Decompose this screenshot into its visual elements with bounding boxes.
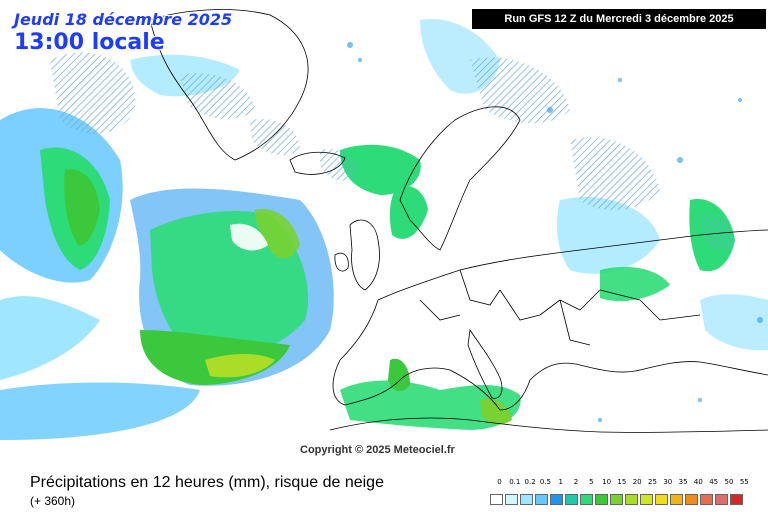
- legend-swatch: [685, 494, 698, 505]
- precipitation-speckles: [347, 42, 763, 422]
- legend-label: 0.2: [524, 478, 536, 486]
- legend-label: 40: [693, 478, 703, 486]
- legend-swatch: [535, 494, 548, 505]
- legend-swatch: [550, 494, 563, 505]
- legend-swatch: [670, 494, 683, 505]
- legend-swatch: [730, 494, 743, 505]
- legend-swatch: [625, 494, 638, 505]
- legend-label: 20: [632, 478, 642, 486]
- snow-risk-layer: [50, 52, 735, 251]
- precipitation-legend: 0 0.1 0.2 0.5 1 2 5 10 15 20 25 30 35 40 45 50 55: [490, 478, 752, 508]
- legend-label: 45: [709, 478, 719, 486]
- legend-label: 50: [724, 478, 734, 486]
- legend-swatch: [610, 494, 623, 505]
- run-info-banner: Run GFS 12 Z du Mercredi 3 décembre 2025: [472, 9, 766, 29]
- legend-label: 55: [739, 478, 749, 486]
- legend-label: 25: [648, 478, 657, 486]
- forecast-time: 13:00 locale: [14, 30, 165, 55]
- legend-labels: 0 0.1 0.2 0.5 1 2 5 10 15 20 25 30 35 40 45 50 55: [490, 478, 752, 490]
- legend-label: 0.1: [509, 478, 521, 486]
- legend-swatch: [715, 494, 728, 505]
- legend-swatch: [520, 494, 533, 505]
- legend-label: 5: [589, 478, 594, 486]
- legend-swatch: [580, 494, 593, 505]
- legend-swatch: [595, 494, 608, 505]
- legend-label: 30: [663, 478, 673, 486]
- copyright-notice: Copyright © 2025 Meteociel.fr: [300, 444, 455, 456]
- forecast-offset: (+ 360h): [30, 494, 76, 508]
- legend-label: 35: [678, 478, 688, 486]
- legend-swatch: [490, 494, 503, 505]
- legend-label: 0: [497, 478, 502, 486]
- map-canvas: [0, 9, 768, 440]
- legend-swatch: [640, 494, 653, 505]
- legend-swatch: [655, 494, 668, 505]
- coastlines: [149, 9, 768, 433]
- legend-label: 1: [558, 478, 563, 486]
- legend-swatch: [700, 494, 713, 505]
- legend-swatch: [505, 494, 518, 505]
- precipitation-map: Jeudi 18 décembre 2025 13:00 locale Run …: [0, 9, 768, 456]
- forecast-date: Jeudi 18 décembre 2025: [14, 10, 233, 29]
- legend-label: 0.5: [539, 478, 551, 486]
- legend-swatches: [490, 494, 752, 506]
- legend-label: 2: [573, 478, 579, 486]
- legend-label: 15: [617, 478, 627, 486]
- map-footer: Précipitations en 12 heures (mm), risque…: [0, 470, 768, 512]
- legend-swatch: [565, 494, 578, 505]
- map-title: Précipitations en 12 heures (mm), risque…: [30, 474, 384, 491]
- legend-label: 10: [602, 478, 612, 486]
